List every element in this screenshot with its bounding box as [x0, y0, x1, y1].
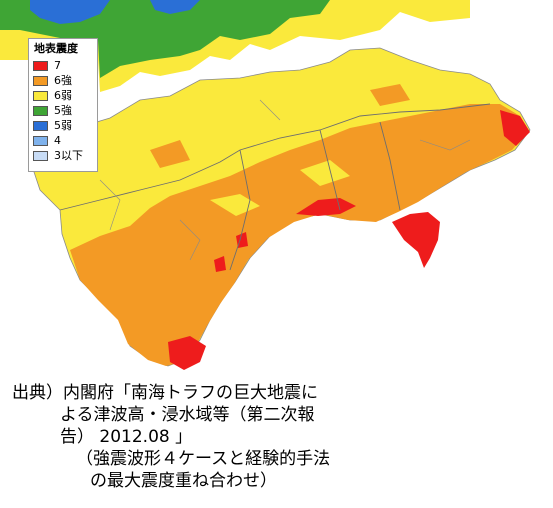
legend-row-3-or-less: 3以下 — [33, 148, 93, 163]
legend-label-6-weak: 6弱 — [54, 88, 72, 102]
legend-label-3-or-less: 3以下 — [54, 148, 83, 162]
legend-title: 地表震度 — [34, 42, 78, 55]
caption-line-5: の最大震度重ね合わせ） — [90, 471, 277, 491]
intensity-7-cape-muroto — [392, 212, 440, 268]
legend-row-6-weak: 6弱 — [33, 88, 93, 103]
legend-label-5-weak: 5弱 — [54, 118, 72, 132]
legend-label-7: 7 — [54, 58, 61, 72]
source-caption: 出典）内閣府「南海トラフの巨大地震に よる津波高・浸水域等（第二次報 告） 20… — [12, 382, 552, 492]
legend-swatch-5-weak — [33, 120, 48, 131]
prefecture-boundaries — [59, 103, 491, 271]
shikoku-map-svg — [0, 0, 531, 370]
seismic-intensity-map — [0, 0, 531, 370]
legend-row-4: 4 — [33, 133, 93, 148]
map-legend: 地表震度 7 6強 6弱 5強 5弱 4 3以下 — [28, 38, 98, 172]
legend-swatch-4 — [33, 135, 48, 146]
caption-line-3: 告） 2012.08 」 — [60, 427, 193, 447]
legend-swatch-7 — [33, 60, 48, 71]
caption-line-4: （強震波形４ケースと経験的手法 — [76, 449, 331, 469]
legend-swatch-5-strong — [33, 105, 48, 116]
intensity-6-strong-region — [70, 104, 528, 366]
legend-row-7: 7 — [33, 58, 93, 73]
legend-swatch-6-strong — [33, 75, 48, 86]
intensity-5-weak-region-2 — [150, 0, 200, 14]
intensity-7-kochi-coast — [296, 198, 356, 216]
intensity-5-weak-region — [30, 0, 110, 24]
legend-swatch-3-or-less — [33, 150, 48, 161]
legend-swatch-6-weak — [33, 90, 48, 101]
caption-line-1: 出典）内閣府「南海トラフの巨大地震に — [12, 383, 318, 403]
legend-row-5-weak: 5弱 — [33, 118, 93, 133]
legend-row-5-strong: 5強 — [33, 103, 93, 118]
legend-row-6-strong: 6強 — [33, 73, 93, 88]
intensity-7-ashizuri — [168, 336, 206, 370]
legend-label-6-strong: 6強 — [54, 73, 72, 87]
legend-label-4: 4 — [54, 133, 61, 147]
legend-label-5-strong: 5強 — [54, 103, 72, 117]
caption-line-2: よる津波高・浸水域等（第二次報 — [60, 405, 315, 425]
intensity-7-tokushima-coast — [500, 110, 530, 146]
